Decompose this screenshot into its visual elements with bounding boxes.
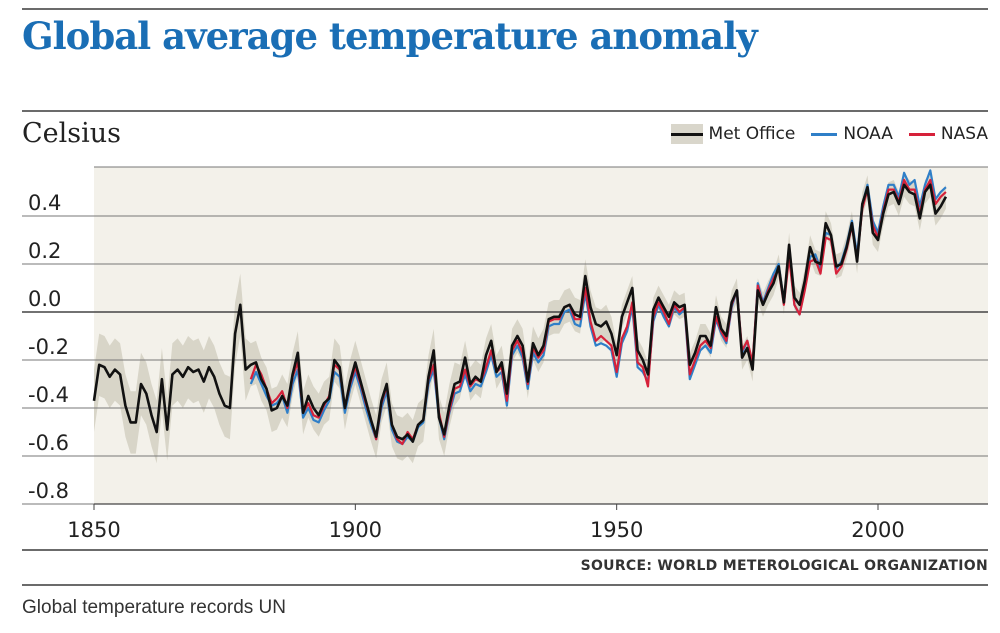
header-rule <box>22 110 988 112</box>
y-tick-label: -0.8 <box>28 479 69 503</box>
y-tick-label: 0.4 <box>28 191 61 215</box>
legend-item-met-office: Met Office <box>670 124 796 144</box>
legend-item-noaa: NOAA <box>811 124 893 144</box>
legend-label-noaa: NOAA <box>843 124 893 144</box>
y-tick-label: -0.6 <box>28 431 69 455</box>
legend-label-nasa: NASA <box>940 124 988 144</box>
legend-swatch-nasa <box>908 132 935 136</box>
caption: Global temperature records UN <box>22 597 286 618</box>
unit-label: Celsius <box>22 118 122 149</box>
legend-label-met-office: Met Office <box>708 124 796 144</box>
x-tick-label: 1950 <box>590 518 643 542</box>
x-tick-label: 1900 <box>329 518 382 542</box>
met-office-uncertainty-band <box>94 172 946 464</box>
legend: Met Office NOAA NASA <box>655 124 988 144</box>
source-rule <box>22 549 988 551</box>
legend-swatch-met-office <box>670 124 703 144</box>
source-note: SOURCE: WORLD METEROLOGICAL ORGANIZATION <box>580 558 988 574</box>
bottom-rule <box>22 584 988 586</box>
y-tick-label: 0.0 <box>28 287 61 311</box>
top-rule <box>22 8 988 10</box>
x-tick-label: 2000 <box>851 518 904 542</box>
chart-title: Global average temperature anomaly <box>22 14 758 58</box>
legend-item-nasa: NASA <box>908 124 988 144</box>
x-tick-label: 1850 <box>67 518 120 542</box>
series-line-met-office <box>92 183 948 443</box>
legend-swatch-noaa <box>811 132 838 136</box>
y-tick-label: -0.2 <box>28 335 69 359</box>
y-tick-label: -0.4 <box>28 383 69 407</box>
y-tick-label: 0.2 <box>28 239 61 263</box>
